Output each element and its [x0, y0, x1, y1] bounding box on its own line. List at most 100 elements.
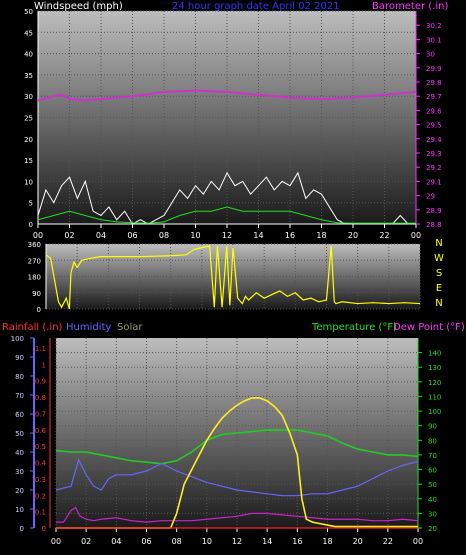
y-tick-label-barometer: 29.3: [426, 150, 442, 158]
y-tick-label-barometer: 29.4: [426, 136, 442, 144]
series-line-solar: [56, 397, 418, 529]
y-tick-label-temperature: 40: [428, 496, 437, 504]
direction-tick-label: 270: [28, 257, 41, 265]
wind-barometer-grid: [37, 10, 417, 225]
temp-humidity-series: [55, 397, 419, 529]
series-line-dew-point: [56, 506, 419, 523]
y-tick-label-rainfall: 0.6: [35, 427, 47, 435]
y-tick-label-humidity: 70: [15, 392, 24, 400]
y-tick-label-humidity: 80: [15, 373, 24, 381]
x-tick-label: 08: [172, 537, 182, 546]
x-tick-label: 16: [285, 231, 295, 240]
x-tick-label: 00: [411, 231, 421, 240]
y-tick-label-humidity: 10: [15, 506, 24, 514]
temperature-legend: Temperature (°F): [311, 322, 397, 333]
compass-label: N: [435, 298, 442, 309]
y-tick-label-rainfall: 0.2: [35, 492, 46, 500]
y-tick-label-humidity: 50: [15, 430, 24, 438]
y-tick-label-temperature: 120: [428, 379, 441, 387]
y-tick-label-windspeed: 40: [24, 51, 33, 59]
y-tick-label-windspeed: 35: [24, 72, 33, 80]
y-tick-label-humidity: 20: [15, 487, 24, 495]
y-tick-label-temperature: 30: [428, 510, 437, 518]
y-tick-label-windspeed: 10: [24, 178, 33, 186]
compass-label: N: [435, 238, 442, 249]
y-tick-label-temperature: 50: [428, 481, 437, 489]
x-tick-label: 08: [159, 231, 169, 240]
dewpoint-legend: Dew Point (°F): [393, 322, 465, 333]
x-tick-label: 10: [190, 231, 200, 240]
y-tick-label-barometer: 29.8: [426, 79, 442, 87]
y-tick-label-barometer: 30.1: [426, 36, 442, 44]
x-tick-label: 18: [316, 231, 326, 240]
y-tick-label-rainfall: 0.4: [35, 460, 47, 468]
y-tick-label-rainfall: 0.8: [35, 394, 46, 402]
y-tick-label-humidity: 60: [15, 411, 24, 419]
y-tick-label-humidity: 90: [15, 354, 24, 362]
barometer-axis-title: Barometer (.in): [372, 1, 448, 12]
y-tick-label-windspeed: 50: [24, 8, 33, 16]
x-tick-label: 16: [292, 537, 302, 546]
y-tick-label-temperature: 110: [428, 393, 441, 401]
y-tick-label-barometer: 29.7: [426, 93, 442, 101]
y-tick-label-barometer: 28.9: [426, 207, 442, 215]
series-line-temperature: [55, 429, 419, 465]
y-tick-label-temperature: 80: [428, 437, 437, 445]
y-tick-label-temperature: 140: [428, 350, 441, 358]
series-line-average-wind: [37, 206, 416, 224]
y-tick-label-barometer: 29.1: [426, 178, 442, 186]
x-tick-label: 00: [413, 537, 423, 546]
rainfall-legend: Rainfall (.in): [2, 322, 63, 333]
y-tick-label-barometer: 30: [426, 51, 435, 59]
wind-barometer-axes: 00 02 04 06 08 10 12 14 16 18 20 22 0005101520253035…: [24, 8, 442, 240]
windspeed-axis-title: Windspeed (mph): [34, 1, 123, 12]
y-tick-label-barometer: 29.9: [426, 65, 442, 73]
x-tick-label: 12: [232, 537, 242, 546]
y-tick-label-windspeed: 20: [24, 136, 33, 144]
direction-tick-label: 90: [32, 290, 41, 298]
y-tick-label-humidity: 100: [11, 335, 24, 343]
y-tick-label-barometer: 29.5: [426, 122, 442, 130]
direction-tick-label: 360: [28, 241, 41, 249]
y-tick-label-humidity: 40: [15, 449, 24, 457]
y-tick-label-rainfall: 0.1: [35, 509, 46, 517]
y-tick-label-barometer: 29.2: [426, 164, 442, 172]
x-tick-label: 00: [51, 537, 61, 546]
y-tick-label-rainfall: 1: [42, 361, 46, 369]
y-tick-label-rainfall: 0.9: [35, 378, 46, 386]
y-tick-label-windspeed: 25: [24, 115, 33, 123]
compass-label: E: [436, 283, 442, 294]
x-tick-label: 02: [64, 231, 74, 240]
x-tick-label: 04: [111, 537, 121, 546]
graph-date-title: 24 hour graph date April 02 2021: [172, 1, 340, 12]
y-tick-label-barometer: 30.2: [426, 22, 442, 30]
y-tick-label-temperature: 130: [428, 364, 441, 372]
series-line-direction: [45, 245, 421, 310]
compass-label: S: [436, 268, 442, 279]
y-tick-label-windspeed: 5: [29, 200, 33, 208]
x-tick-label: 22: [379, 231, 389, 240]
x-tick-label: 06: [141, 537, 151, 546]
y-tick-label-rainfall: 1.1: [35, 345, 46, 353]
x-tick-label: 06: [127, 231, 137, 240]
y-tick-label-temperature: 90: [428, 423, 437, 431]
y-tick-label-barometer: 29.6: [426, 107, 442, 115]
x-tick-label: 12: [222, 231, 232, 240]
series-line-barometer: [37, 89, 417, 102]
y-tick-label-rainfall: 0: [42, 525, 46, 533]
series-line-humidity: [55, 457, 419, 497]
y-tick-label-barometer: 28.8: [426, 221, 442, 229]
y-tick-label-temperature: 60: [428, 467, 437, 475]
y-tick-label-windspeed: 30: [24, 93, 33, 101]
y-tick-label-rainfall: 0.7: [35, 410, 46, 418]
y-tick-label-humidity: 0: [20, 525, 24, 533]
compass-label: W: [434, 253, 444, 264]
y-tick-label-rainfall: 0.5: [35, 443, 46, 451]
y-tick-label-windspeed: 45: [24, 29, 33, 37]
x-tick-label: 18: [322, 537, 332, 546]
humidity-legend: Humidity: [66, 322, 111, 333]
y-tick-label-temperature: 20: [428, 525, 437, 533]
y-tick-label-barometer: 29: [426, 193, 435, 201]
